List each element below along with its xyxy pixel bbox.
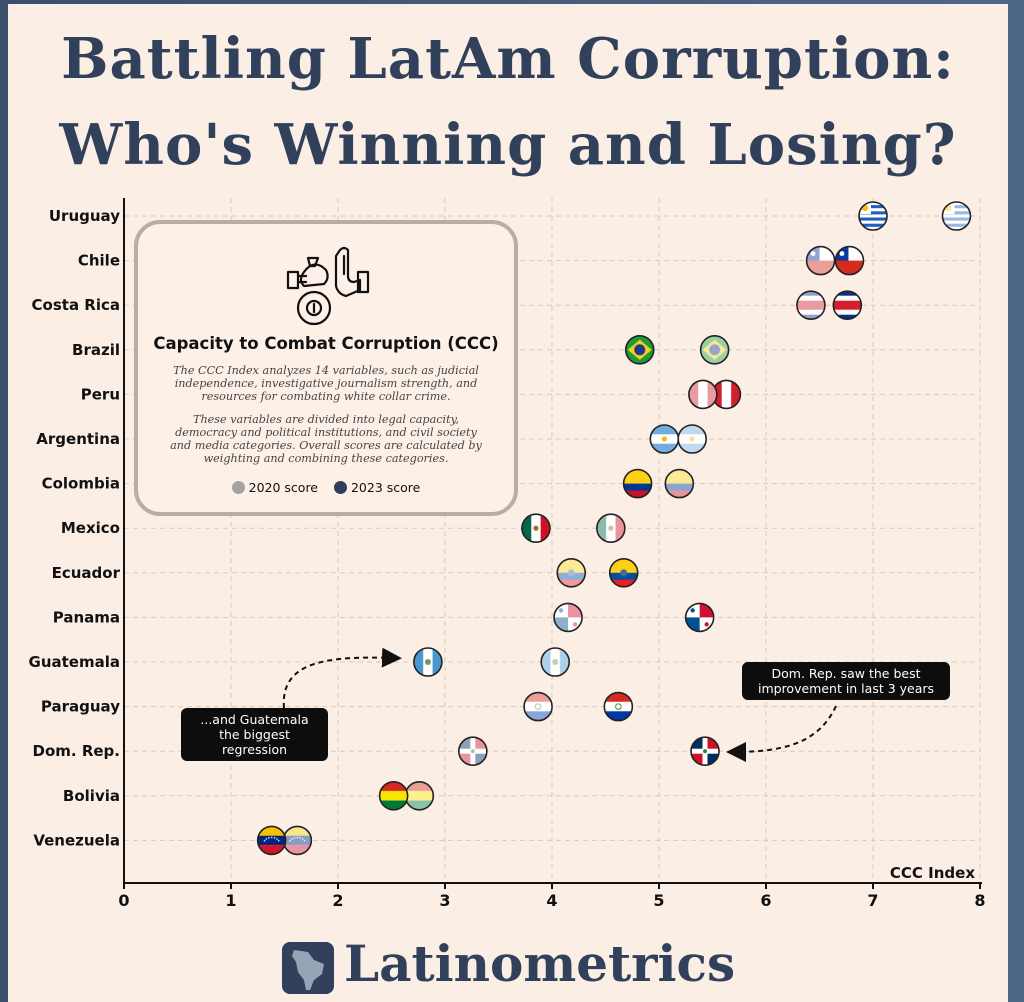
fist-and-raised-hand-icon (286, 246, 370, 326)
point-2023 (832, 290, 863, 321)
brand-name: Latinometrics (344, 934, 736, 993)
point-2023 (378, 780, 409, 811)
legend-label-2023: 2023 score (350, 480, 421, 495)
legend-item-2023: 2023 score (333, 480, 421, 495)
point-2020 (941, 201, 972, 231)
x-tick-label: 1 (225, 891, 236, 910)
legend-label-2020: 2020 score (248, 480, 318, 495)
legend-swatch-2023 (333, 481, 347, 494)
point-2023 (256, 825, 287, 856)
point-2020 (556, 557, 587, 588)
guatemala-arrow (282, 647, 402, 709)
country-label: Argentina (36, 430, 120, 448)
country-label: Colombia (42, 475, 120, 493)
description-paragraph-1: The CCC Index analyzes 14 variables, suc… (173, 364, 479, 403)
point-2023 (622, 468, 653, 499)
point-2020 (404, 780, 435, 811)
point-2023 (413, 647, 443, 677)
point-2023 (521, 513, 551, 544)
point-2020 (677, 424, 707, 454)
country-label: Ecuador (52, 564, 121, 582)
legend-item-2020: 2020 score (231, 480, 318, 495)
x-tick-label: 5 (653, 891, 664, 910)
point-2023 (624, 334, 655, 365)
point-2020 (596, 513, 626, 544)
country-label: Paraguay (41, 698, 120, 716)
point-2023 (608, 557, 639, 588)
country-label: Guatemala (29, 653, 120, 671)
point-2020 (553, 602, 583, 633)
country-label: Brazil (72, 341, 120, 359)
point-2020 (805, 245, 836, 276)
country-label: Venezuela (33, 831, 120, 849)
legend-swatch-2020 (231, 481, 245, 494)
legend-box-title: Capacity to Combat Corruption (CCC) (153, 334, 499, 353)
point-2020 (796, 290, 826, 321)
legend: 2020 score 2023 score (138, 480, 514, 495)
x-tick-label: 4 (546, 891, 557, 910)
point-2020 (458, 736, 488, 767)
ccc-legend-box: Capacity to Combat Corruption (CCC) The … (134, 220, 518, 516)
country-label: Bolivia (63, 787, 120, 805)
point-2023 (690, 736, 720, 767)
country-label: Uruguay (49, 207, 120, 225)
title-line-1: Battling LatAm Corruption: (61, 26, 955, 92)
country-label: Mexico (61, 519, 120, 537)
title-line-2: Who's Winning and Losing? (59, 112, 957, 178)
point-2020 (523, 691, 553, 722)
point-2020 (540, 647, 571, 677)
point-2020 (282, 825, 313, 856)
callout-guatemala: ...and Guatemala the biggest regression (181, 708, 328, 761)
point-2020 (688, 379, 718, 410)
x-tick-label: 7 (867, 891, 878, 910)
x-axis-label: CCC Index (890, 864, 975, 882)
x-tick-label: 2 (332, 891, 343, 910)
description-paragraph-2: These variables are divided into legal c… (170, 413, 482, 465)
x-tick-label: 3 (439, 891, 450, 910)
point-2023 (649, 424, 680, 454)
x-tick-label: 6 (760, 891, 771, 910)
dom-rep-arrow (726, 705, 837, 762)
country-label: Panama (53, 608, 120, 626)
point-2023 (834, 245, 865, 276)
point-2023 (858, 201, 888, 231)
point-2020 (699, 334, 730, 365)
latam-map-logo-icon (282, 942, 334, 994)
x-tick-label: 0 (118, 891, 129, 910)
x-tick-label: 8 (974, 891, 985, 910)
country-label: Dom. Rep. (33, 742, 120, 760)
country-label: Peru (81, 385, 120, 403)
country-label: Chile (78, 252, 120, 270)
point-2023 (603, 691, 634, 722)
callout-dom-rep: Dom. Rep. saw the best improvement in la… (742, 662, 950, 700)
point-2020 (664, 468, 695, 499)
country-label: Costa Rica (32, 296, 120, 314)
point-2023 (684, 602, 715, 633)
legend-box-description: The CCC Index analyzes 14 variables, suc… (166, 364, 486, 475)
